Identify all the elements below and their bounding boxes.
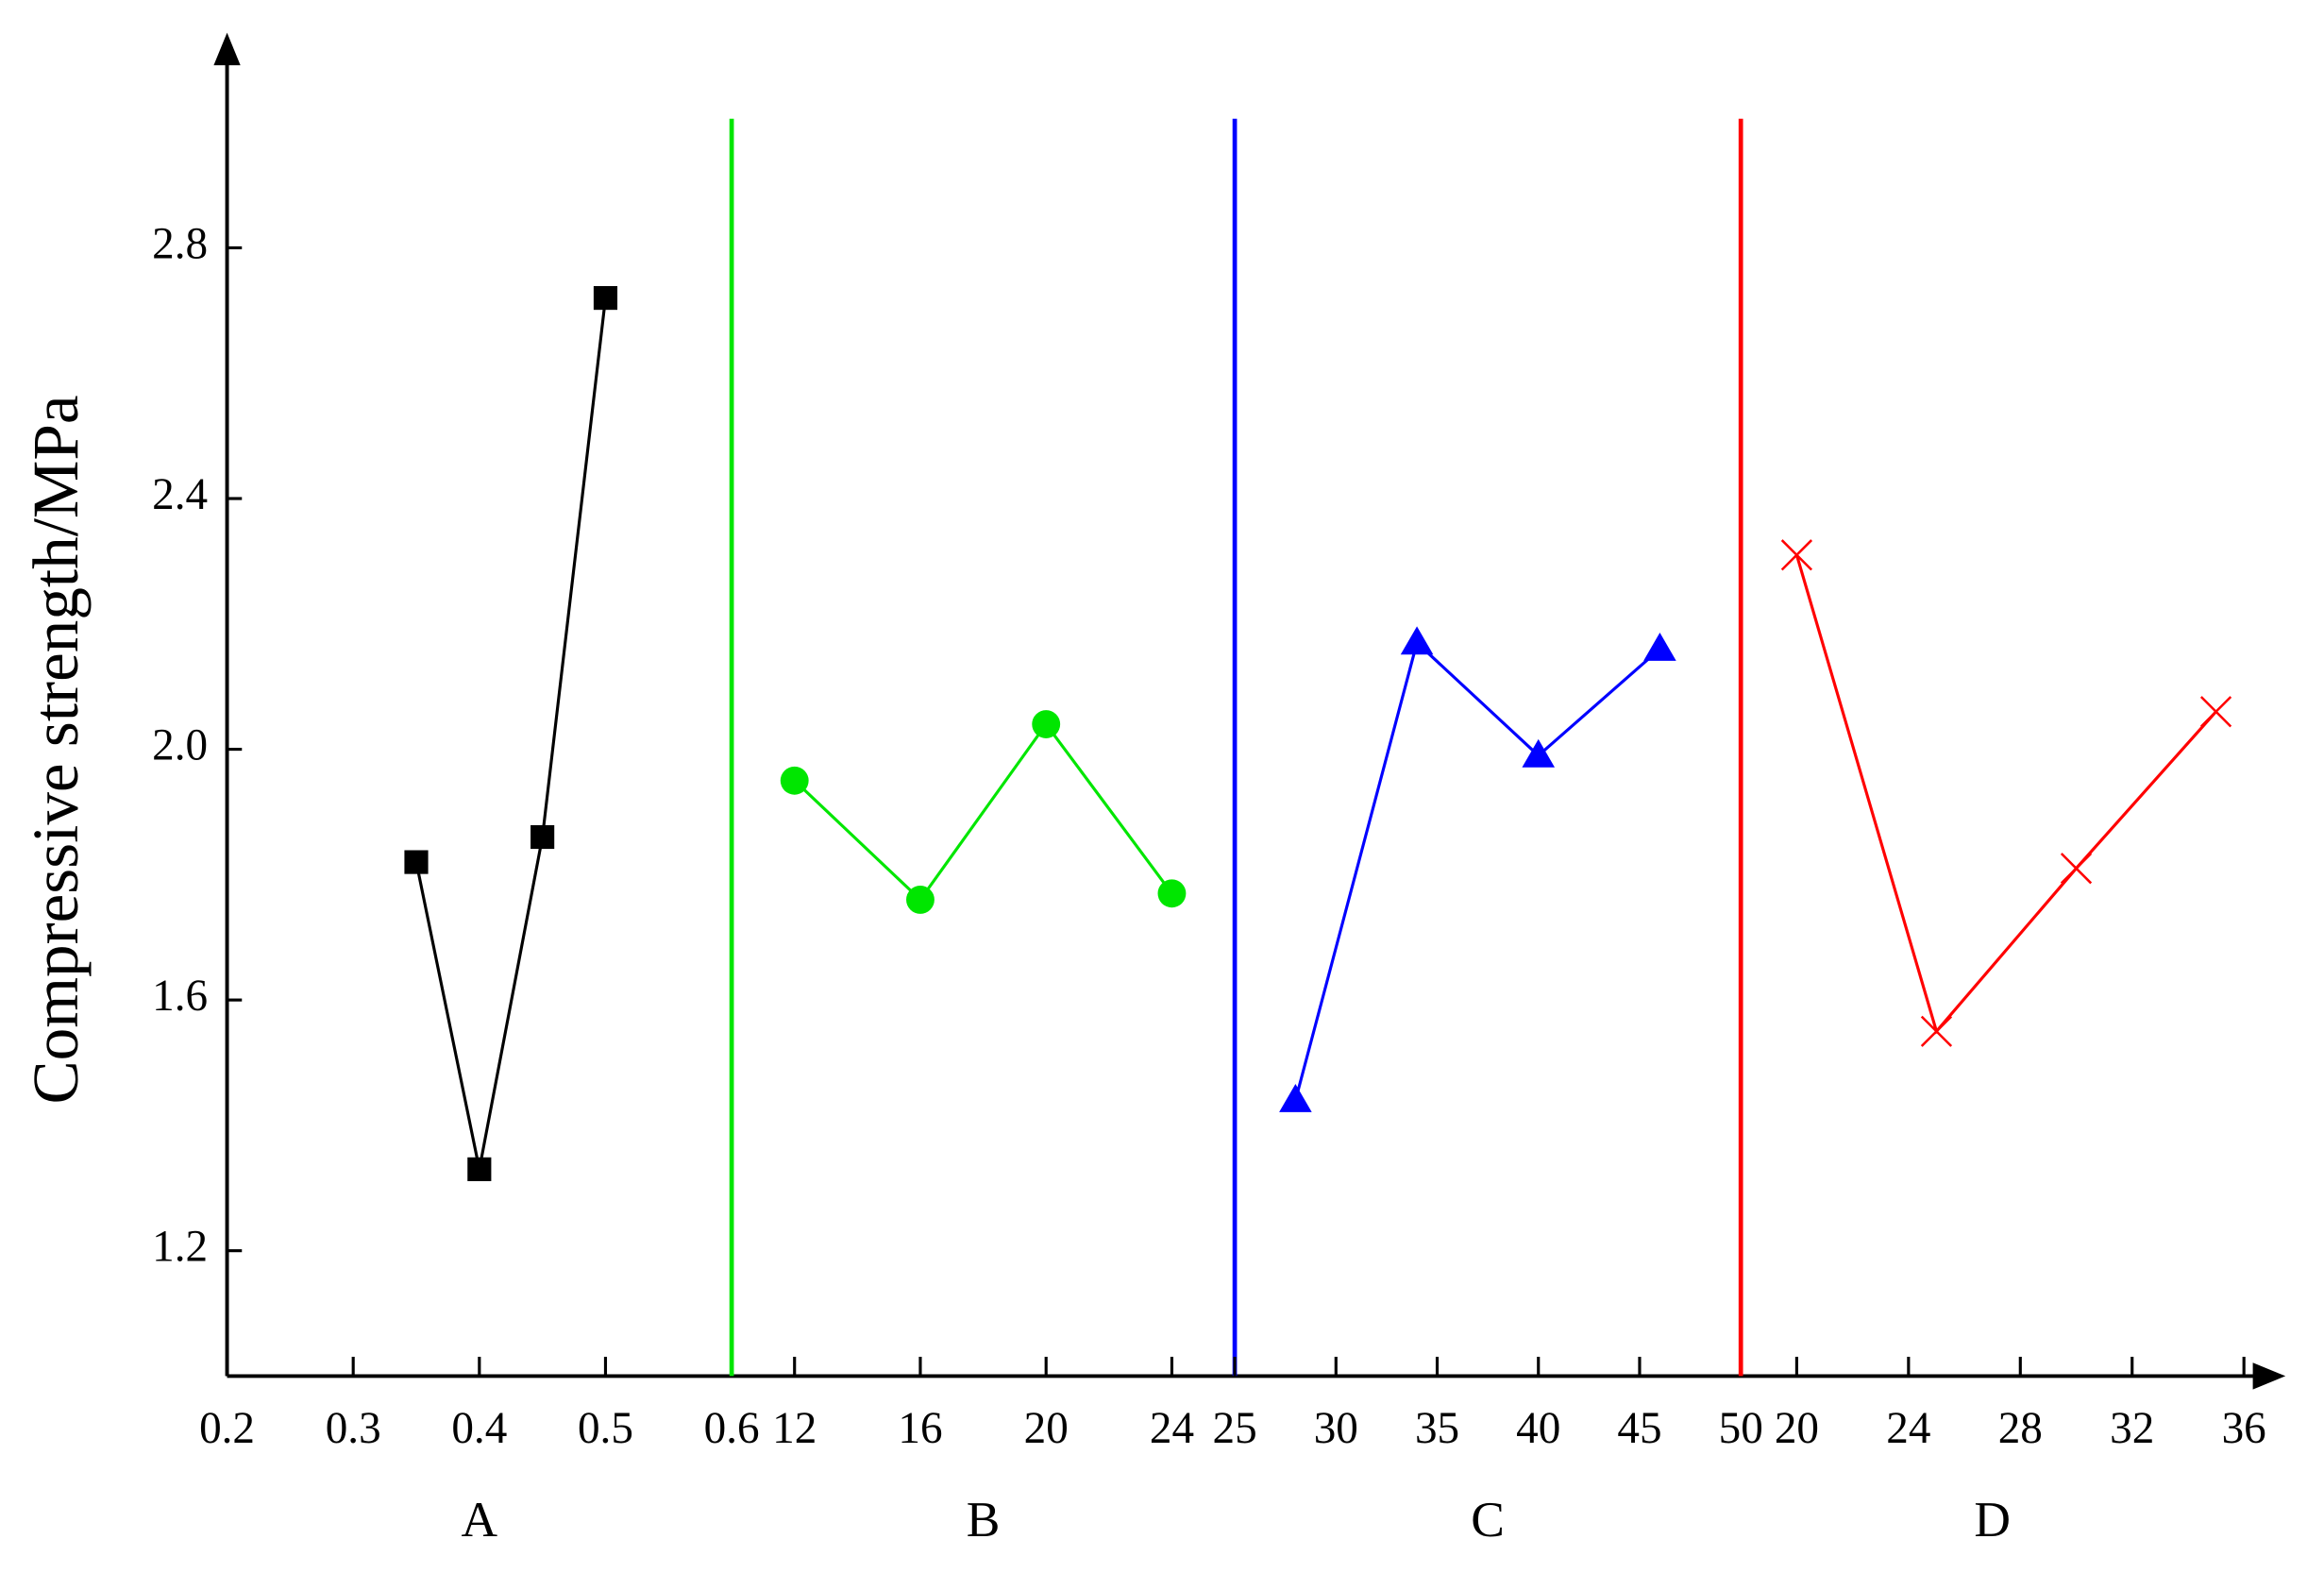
marker — [906, 885, 935, 914]
x-tick-label: 20 — [1775, 1404, 1819, 1453]
series-line — [414, 297, 608, 1170]
y-tick-label: 1.6 — [152, 972, 208, 1021]
marker — [1032, 710, 1061, 738]
y-tick-label: 2.4 — [152, 470, 208, 519]
x-tick-label: 30 — [1314, 1404, 1358, 1453]
plot: Compressive strength/MPa 1.2 1.6 2.0 2.4 2.8… — [19, 32, 2286, 1548]
x-tick-label: 16 — [898, 1404, 942, 1453]
x-tick-label: 24 — [1150, 1404, 1194, 1453]
series-line — [1293, 639, 1661, 1101]
x-tick-label: 0.4 — [451, 1404, 507, 1453]
marker — [1920, 1015, 1953, 1047]
x-axis-arrow — [2252, 1362, 2286, 1390]
x-tick-label: 35 — [1415, 1404, 1459, 1453]
x-tick-label: 40 — [1516, 1404, 1560, 1453]
marker — [593, 286, 618, 311]
y-tick-label: 1.2 — [152, 1222, 208, 1271]
y-axis-label: Compressive strength/MPa — [19, 395, 92, 1104]
group-label: D — [1974, 1491, 2011, 1548]
x-tick-label: 0.6 — [704, 1404, 760, 1453]
x-tick-label: 24 — [1886, 1404, 1930, 1453]
x-tick-label: 28 — [1998, 1404, 2043, 1453]
group-label: C — [1471, 1491, 1505, 1548]
x-tick-label: 0.5 — [578, 1404, 633, 1453]
x-tick-label: 32 — [2110, 1404, 2154, 1453]
x-tick-label: 45 — [1617, 1404, 1661, 1453]
series-line — [1794, 554, 2217, 1035]
marker — [1780, 539, 1813, 571]
marker — [530, 824, 555, 850]
marker — [2199, 696, 2232, 728]
group-label: B — [967, 1491, 1001, 1548]
marker — [1157, 879, 1187, 908]
marker — [780, 766, 809, 795]
group-label: A — [462, 1491, 498, 1548]
x-tick-label: 0.3 — [326, 1404, 381, 1453]
x-tick-label: 12 — [772, 1404, 817, 1453]
x-tick-label: 36 — [2222, 1404, 2266, 1453]
x-tick-label: 25 — [1212, 1404, 1256, 1453]
y-tick-label: 2.0 — [152, 720, 208, 770]
marker — [1400, 626, 1434, 655]
marker — [1279, 1084, 1312, 1112]
x-tick-label: 0.2 — [199, 1404, 255, 1453]
marker — [404, 850, 429, 874]
marker — [467, 1157, 492, 1181]
y-axis-arrow — [213, 32, 241, 66]
marker — [2060, 853, 2093, 885]
x-tick-label: 50 — [1719, 1404, 1763, 1453]
x-tick-label: 20 — [1024, 1404, 1069, 1453]
marker — [1643, 633, 1676, 661]
series-line — [793, 721, 1173, 903]
marker — [1522, 738, 1556, 768]
y-tick-label: 2.8 — [152, 219, 208, 268]
